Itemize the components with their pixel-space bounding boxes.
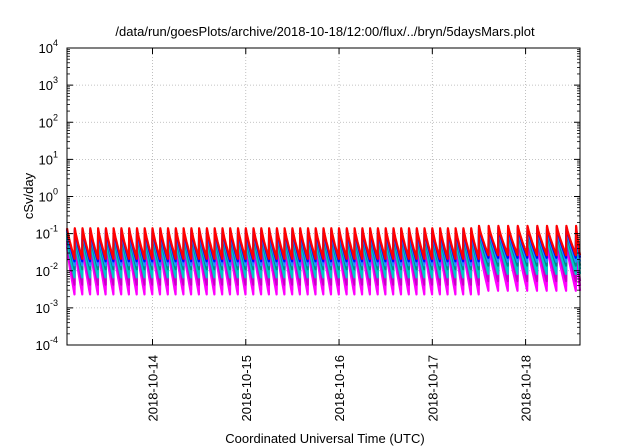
y-tick-label: 10-3 bbox=[36, 298, 58, 316]
y-axis-label: cSv/day bbox=[21, 172, 36, 219]
series-line bbox=[65, 224, 582, 260]
x-tick-label: 2018-10-17 bbox=[425, 355, 440, 422]
plot-frame bbox=[66, 47, 581, 346]
y-tick-label: 101 bbox=[39, 149, 58, 167]
x-tick-label: 2018-10-15 bbox=[239, 355, 254, 422]
x-axis-label: Coordinated Universal Time (UTC) bbox=[225, 431, 424, 446]
chart-series bbox=[65, 224, 582, 296]
y-tick-label: 100 bbox=[39, 187, 58, 205]
x-tick-labels: 2018-10-14 2018-10-15 2018-10-16 2018-10-17… bbox=[146, 355, 534, 422]
x-tick-label: 2018-10-16 bbox=[332, 355, 347, 422]
x-tick-label: 2018-10-18 bbox=[519, 355, 534, 422]
y-tick-label: 10-2 bbox=[36, 261, 58, 279]
y-tick-label: 10-4 bbox=[36, 335, 58, 353]
y-tick-label: 104 bbox=[39, 38, 58, 56]
y-tick-label: 103 bbox=[39, 75, 58, 93]
y-tick-label: 10-1 bbox=[36, 224, 58, 242]
chart-ticks bbox=[67, 47, 580, 346]
chart-title: /data/run/goesPlots/archive/2018-10-18/1… bbox=[115, 24, 535, 39]
y-tick-labels: 10-4 10-3 10-2 10-1 100 101 102 103 104 bbox=[36, 38, 58, 353]
chart-grid bbox=[67, 48, 580, 345]
x-tick-label: 2018-10-14 bbox=[146, 355, 161, 422]
y-tick-label: 102 bbox=[39, 112, 58, 130]
